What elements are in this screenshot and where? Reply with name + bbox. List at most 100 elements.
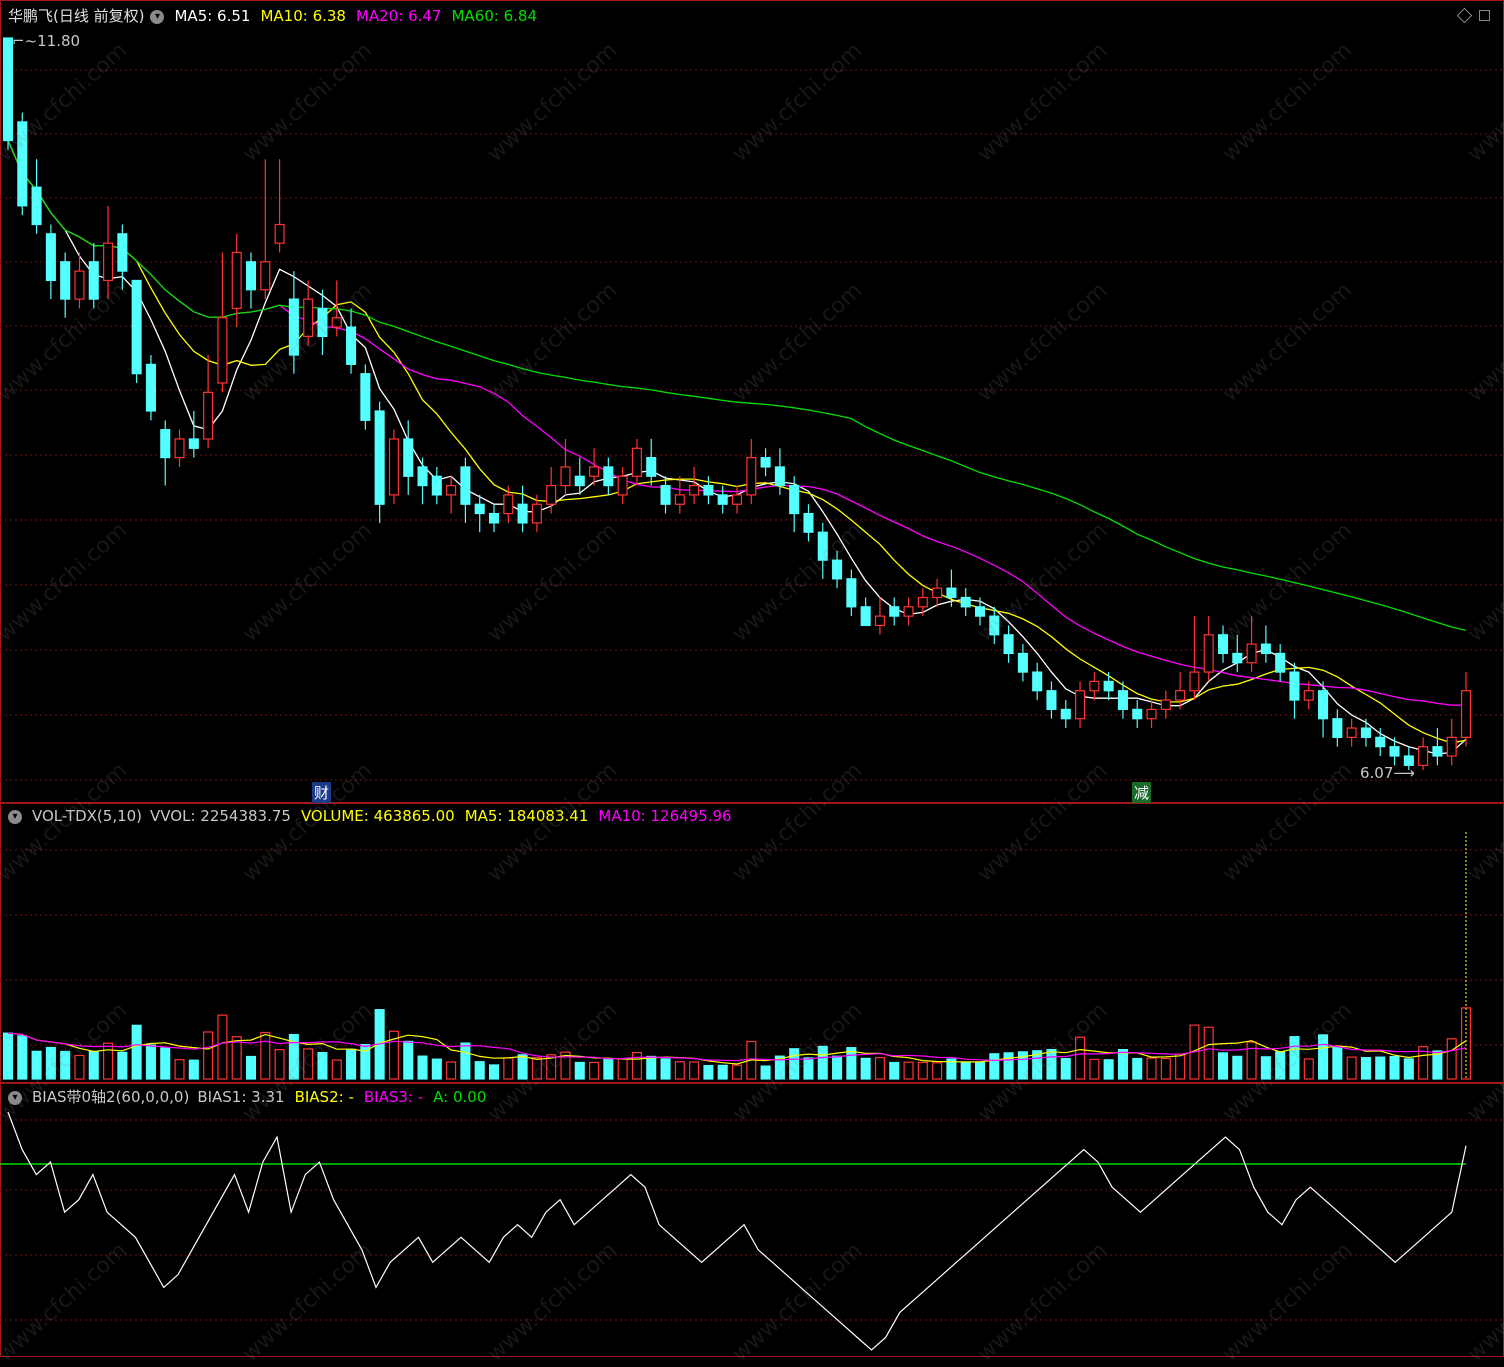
volume-bar <box>646 1055 657 1080</box>
volume-bar <box>288 1033 299 1080</box>
indicator-menu-icon[interactable]: ▾ <box>150 9 165 24</box>
candle-body <box>403 438 414 477</box>
ma60-label: MA60: 6.84 <box>451 7 537 25</box>
volume-bar <box>303 1048 314 1080</box>
volume-bar <box>274 1049 285 1080</box>
candle-body <box>245 261 257 291</box>
volume-bar <box>145 1044 156 1080</box>
volume-bar <box>1232 1055 1243 1080</box>
volume-bar <box>531 1057 542 1080</box>
low-marker: ⟶ <box>1393 764 1415 782</box>
candle-body <box>117 233 128 272</box>
main-panel-header: 华鹏飞(日线 前复权) ▾ MA5: 6.51 MA10: 6.38 MA20: 6.4… <box>8 6 547 26</box>
volume-bar <box>446 1061 457 1080</box>
candle-body <box>1217 634 1229 655</box>
candle-body <box>203 391 214 440</box>
candle-body <box>1017 652 1028 673</box>
ma60-line <box>7 140 1467 632</box>
volume-bar <box>317 1051 328 1080</box>
volume-bar <box>660 1058 671 1080</box>
candle-body <box>846 578 857 608</box>
candle-body <box>431 475 442 496</box>
candle-body <box>145 363 156 412</box>
candle-body <box>274 223 285 244</box>
candle-body <box>932 587 943 599</box>
candle-body <box>45 233 56 282</box>
candle-body <box>860 606 871 627</box>
volume-bar <box>17 1035 28 1080</box>
candle-body <box>74 270 85 300</box>
volume-bar <box>946 1058 957 1080</box>
volume-bar <box>88 1050 99 1080</box>
candle-body <box>288 298 299 356</box>
low-price-value: 6.07 <box>1360 764 1394 782</box>
candle-body <box>317 307 328 337</box>
bias-menu-icon[interactable]: ▾ <box>8 1090 22 1105</box>
volume-bar <box>1089 1058 1100 1080</box>
candle-body <box>1060 708 1071 720</box>
volume-bar <box>1303 1058 1314 1080</box>
volume-bar <box>503 1057 514 1080</box>
volume-bar <box>731 1064 743 1080</box>
volume-bar <box>2 1032 14 1080</box>
panel-divider <box>0 1082 1504 1084</box>
volume-bar <box>388 1030 399 1080</box>
volume-bar <box>417 1055 428 1080</box>
volume-menu-icon[interactable]: ▾ <box>8 809 22 824</box>
volume-bar <box>974 1061 986 1080</box>
candle-body <box>388 438 399 496</box>
volume-bar <box>1375 1056 1386 1080</box>
candle-body <box>689 484 700 496</box>
candle-body <box>160 429 171 459</box>
candle-body <box>1246 643 1257 664</box>
volume-bar <box>1332 1047 1343 1080</box>
volume-bar <box>874 1057 885 1080</box>
volume-label: VOLUME: 463865.00 <box>300 807 455 825</box>
candle-body <box>617 475 628 496</box>
volume-bar <box>631 1051 642 1080</box>
candle-body <box>2 37 14 142</box>
candle-body <box>903 606 914 617</box>
volume-bar <box>1132 1057 1143 1080</box>
volume-bar <box>574 1061 585 1080</box>
candle-body <box>1046 690 1057 710</box>
candle-body <box>374 410 385 505</box>
candle-body <box>217 317 228 384</box>
high-price-label: ⌐~11.80 <box>10 32 82 50</box>
volume-bar <box>346 1048 357 1080</box>
candle-body <box>1332 718 1343 738</box>
candle-body <box>1203 634 1214 673</box>
candle-body <box>31 186 42 226</box>
vol-ma10-label: MA10: 126495.96 <box>598 807 732 825</box>
volume-bar <box>1432 1050 1443 1080</box>
candle-body <box>789 484 800 515</box>
volume-bar <box>1017 1051 1028 1080</box>
candle-body <box>517 503 528 524</box>
candle-body <box>1132 708 1143 720</box>
bias1-label: BIAS1: 3.31 <box>197 1088 285 1106</box>
volume-panel-header: ▾ VOL-TDX(5,10) VVOL: 2254383.75 VOLUME: 46… <box>8 806 742 826</box>
bias2-label: BIAS2: - <box>294 1088 354 1106</box>
volume-bar <box>45 1046 56 1080</box>
candle-body <box>1175 690 1186 701</box>
candle-body <box>989 615 1000 636</box>
maximize-icon[interactable] <box>1479 10 1490 21</box>
volume-bar <box>31 1050 42 1080</box>
volume-bar <box>1418 1046 1429 1080</box>
candle-body <box>546 484 557 505</box>
candle-body <box>1089 680 1100 692</box>
volume-bar <box>1389 1056 1400 1080</box>
volume-bar <box>932 1062 943 1080</box>
candle-body <box>1289 671 1300 701</box>
candle-body <box>1360 727 1371 738</box>
volume-bar <box>1446 1038 1457 1080</box>
volume-bar <box>917 1061 928 1080</box>
event-tag-reduce[interactable]: 减 <box>1132 782 1152 803</box>
candle-body <box>817 531 828 561</box>
candle-body <box>803 512 814 533</box>
candle-body <box>1389 746 1400 757</box>
candle-body <box>103 242 114 282</box>
candle-body <box>1418 746 1429 766</box>
volume-bar <box>174 1059 185 1080</box>
event-tag-finance[interactable]: 财 <box>312 782 332 803</box>
